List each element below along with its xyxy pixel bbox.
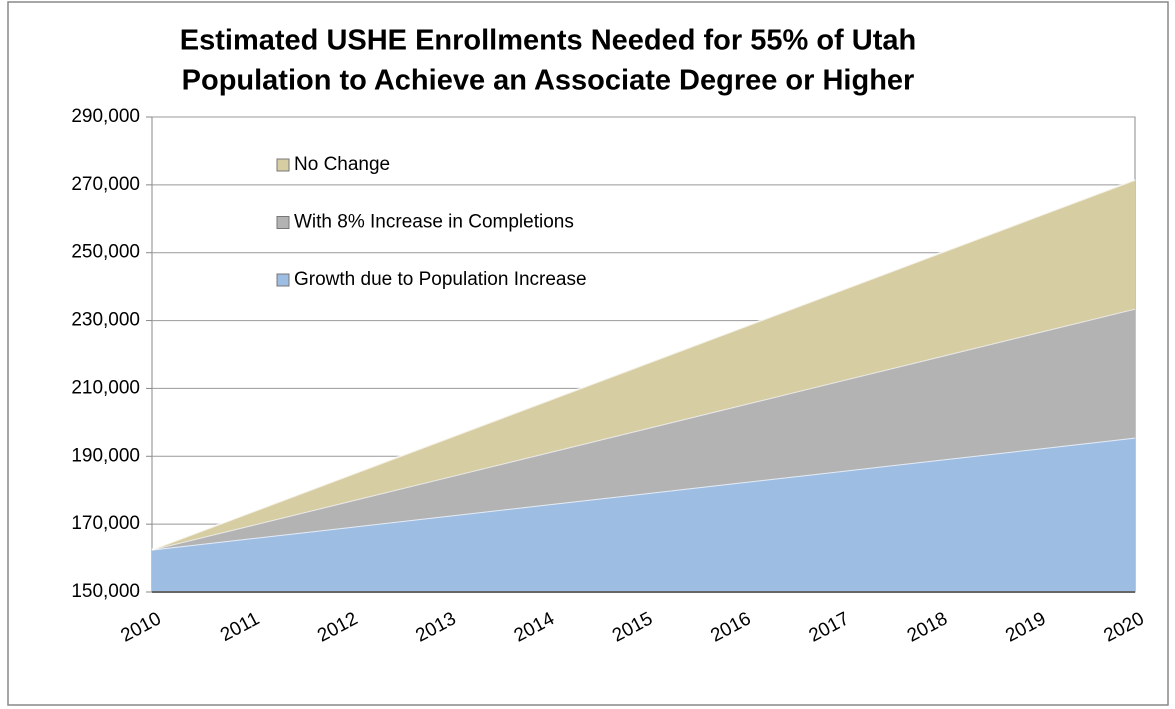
y-tick-label: 230,000	[71, 310, 140, 331]
legend-swatch	[276, 273, 290, 287]
legend-label: No Change	[294, 154, 390, 175]
chart-title: Population to Achieve an Associate Degre…	[182, 65, 915, 97]
legend-swatch	[276, 216, 290, 229]
area-top-line	[151, 178, 1136, 551]
y-tick-label: 290,000	[71, 106, 140, 127]
y-tick-label: 190,000	[71, 445, 140, 466]
y-tick-label: 250,000	[71, 242, 140, 263]
area-top-line	[151, 307, 1136, 551]
legend-swatch	[276, 158, 290, 172]
chart-title: Estimated USHE Enrollments Needed for 55…	[180, 25, 916, 57]
legend-label: With 8% Increase in Completions	[294, 212, 574, 233]
area-fill	[152, 437, 1135, 592]
y-tick-label: 210,000	[71, 377, 140, 398]
legend-label: Growth due to Population Increase	[294, 269, 587, 290]
y-tick-label: 150,000	[71, 581, 140, 602]
y-tick-label: 270,000	[71, 174, 140, 195]
y-tick-label: 170,000	[71, 513, 140, 534]
